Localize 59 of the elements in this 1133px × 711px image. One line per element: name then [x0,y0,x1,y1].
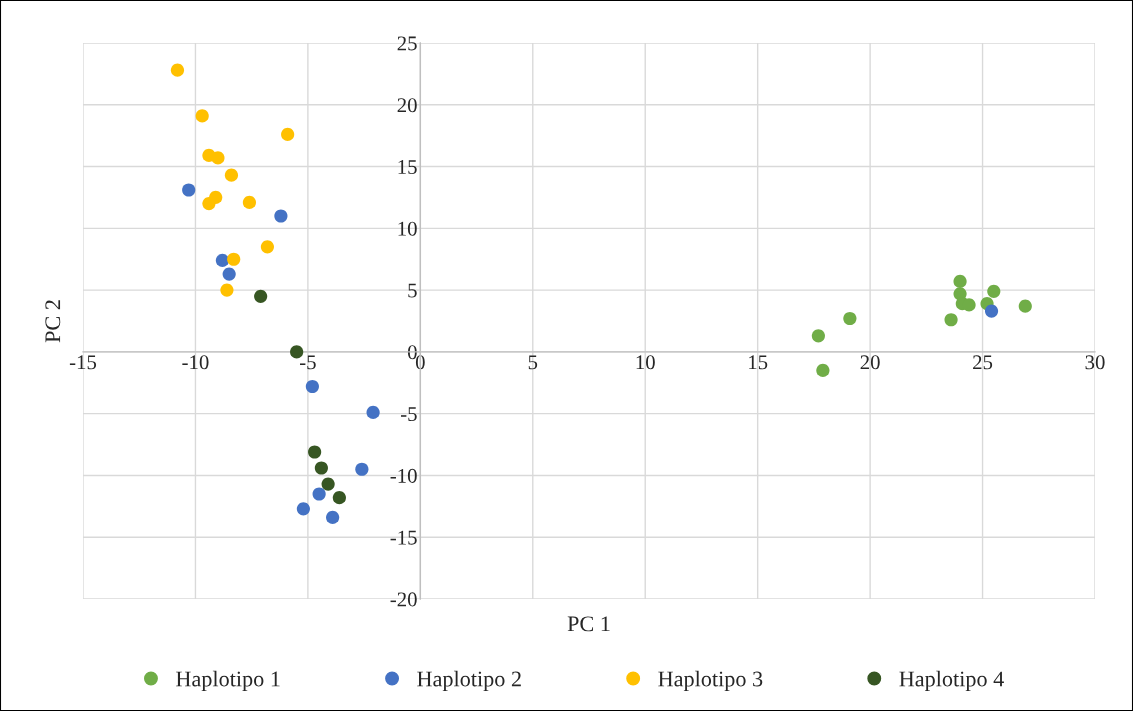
point [816,363,830,378]
y-tick-label: 25 [397,36,417,51]
point [962,298,976,312]
y-tick-label: 5 [408,283,417,298]
point [366,405,380,420]
point [305,379,319,394]
point [321,477,335,491]
x-tick-label: 30 [1085,355,1105,370]
x-tick-label: 25 [973,355,993,370]
x-tick-label: 5 [528,355,538,370]
point [843,311,857,326]
y-tick-label: 10 [398,221,417,236]
point [326,510,340,525]
x-tick-label: 10 [636,355,655,370]
point [202,197,216,211]
point [811,329,825,343]
point [211,151,225,165]
y-tick-label: 20 [397,98,417,113]
point [195,109,209,123]
y-tick-label: 15 [398,160,417,174]
point [220,283,234,297]
y-tick-label: -10 [390,468,417,483]
point [987,284,1001,298]
y-tick-label: -20 [390,592,417,607]
point [308,445,322,459]
point [296,502,310,516]
legend-label: Haplotipo 3 [658,670,763,691]
point [260,240,274,254]
point [182,183,196,197]
point [1018,299,1032,313]
point [984,304,999,318]
point [224,168,239,182]
x-tick-label: -5 [299,355,316,370]
x-tick-label: -15 [69,355,97,370]
point [215,253,230,268]
x-tick-label: 15 [749,355,768,370]
point [332,491,346,505]
x-axis-title: PC 1 [567,616,610,632]
point [254,289,268,303]
point [944,313,958,327]
point [227,252,241,266]
point [242,195,257,209]
y-tick-label: -5 [400,407,417,422]
point [281,127,295,142]
point [274,209,288,223]
y-axis-title: PC 2 [45,300,61,343]
legend-label: Haplotipo 2 [417,670,521,691]
point [170,63,185,77]
x-tick-label: -10 [182,355,209,370]
legend-label: Haplotipo 4 [899,670,1004,691]
y-tick-label: 0 [407,345,417,360]
x-tick-label: 20 [860,355,880,370]
point [355,462,369,476]
y-tick-label: -15 [390,530,417,545]
point [312,487,326,501]
legend-label: Haplotipo 1 [176,670,280,691]
point [314,461,328,475]
point [953,274,967,289]
point [222,267,236,281]
